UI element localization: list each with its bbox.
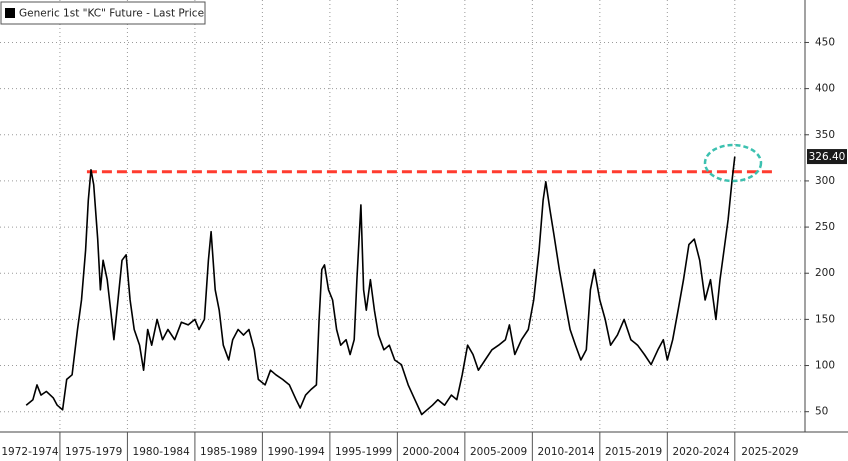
x-tick-label: 2010-2014 (537, 446, 595, 458)
x-tick-label: 2025-2029 (741, 446, 798, 458)
x-tick-label: 1995-1999 (335, 446, 392, 458)
legend-label: Generic 1st "KC" Future - Last Price (19, 8, 204, 20)
x-tick-label: 2020-2024 (672, 446, 730, 458)
x-tick-label: 2005-2009 (470, 446, 527, 458)
y-tick-label: 350 (815, 129, 835, 141)
highlight-ellipse (703, 143, 763, 183)
legend: Generic 1st "KC" Future - Last Price (0, 1, 206, 25)
last-price-label: 326.40 (809, 151, 846, 163)
x-tick-label: 1980-1984 (133, 446, 191, 458)
x-tick-label: 1975-1979 (65, 446, 122, 458)
y-tick-label: 100 (815, 360, 835, 372)
y-tick-label: 300 (815, 175, 835, 187)
y-tick-label: 250 (815, 221, 835, 233)
y-tick-label: 400 (815, 83, 835, 95)
legend-box (0, 1, 206, 25)
x-tick-label: 1990-1994 (268, 446, 326, 458)
plot (25, 156, 774, 416)
x-tick-label: 2015-2019 (605, 446, 662, 458)
y-tick-label: 200 (815, 267, 835, 279)
last-price-box (807, 149, 847, 165)
y-tick-label: 150 (815, 313, 835, 325)
price-line (25, 156, 736, 416)
legend-swatch (5, 8, 15, 18)
x-tick-label: 1985-1989 (200, 446, 257, 458)
x-tick-label: 2000-2004 (402, 446, 460, 458)
y-tick-label: 450 (815, 36, 835, 48)
x-tick-label: 1972-1974 (1, 446, 59, 458)
y-tick-label: 50 (815, 406, 828, 418)
